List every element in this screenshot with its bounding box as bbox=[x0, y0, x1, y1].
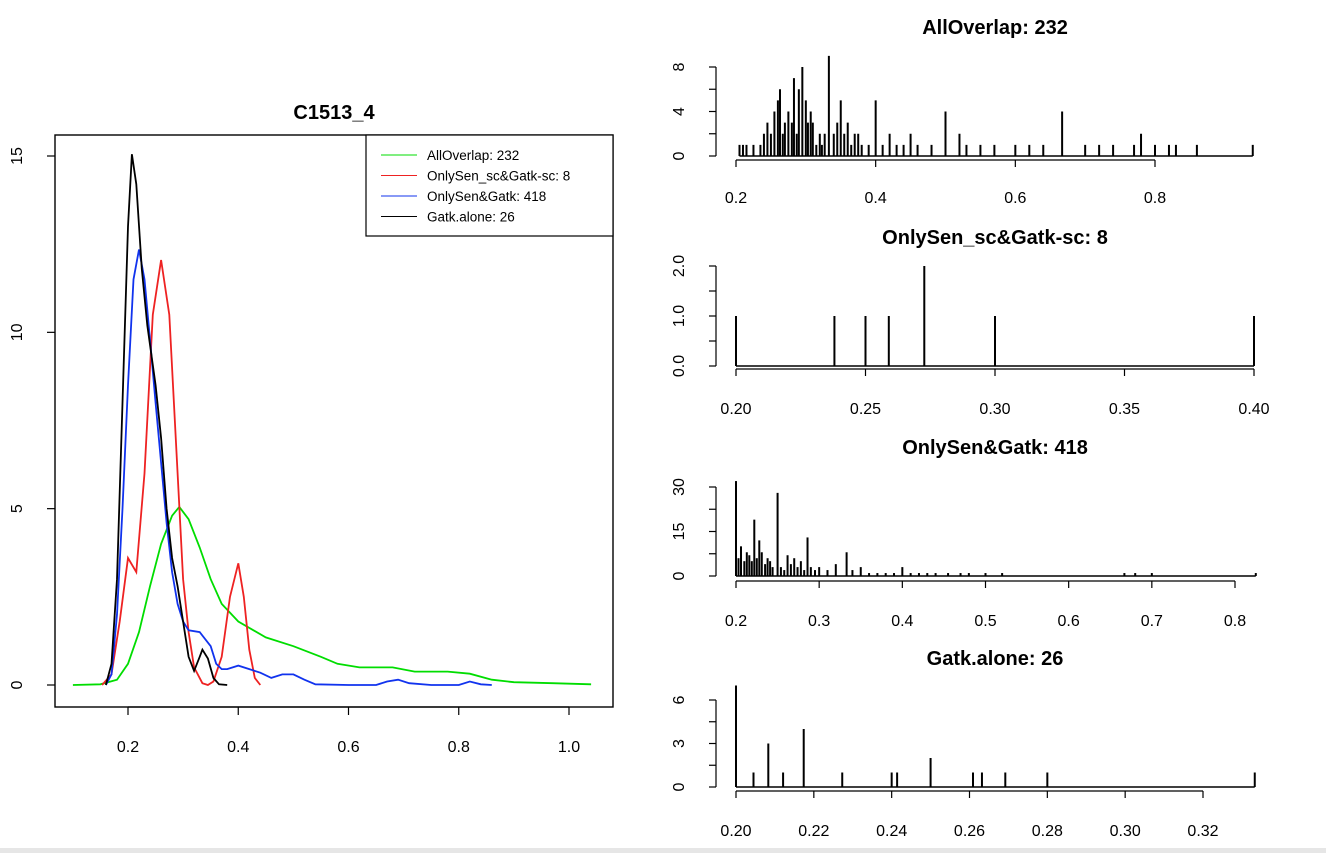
y-tick-label: 2.0 bbox=[671, 255, 688, 277]
density-line-0 bbox=[72, 505, 592, 686]
chart-title: AllOverlap: 232 bbox=[922, 17, 1068, 39]
y-tick-label: 0.0 bbox=[671, 355, 688, 377]
x-tick-label: 0.40 bbox=[1238, 401, 1269, 418]
x-tick-label: 0.28 bbox=[1032, 823, 1063, 840]
chart-title: OnlySen_sc&Gatk-sc: 8 bbox=[882, 227, 1108, 249]
y-tick-label: 0 bbox=[671, 151, 688, 160]
x-tick-label: 0.8 bbox=[448, 739, 470, 756]
x-tick-label: 0.2 bbox=[117, 739, 139, 756]
density-line-3 bbox=[105, 154, 228, 686]
y-tick-label: 30 bbox=[671, 478, 688, 496]
y-tick-label: 1.0 bbox=[671, 305, 688, 327]
legend-label: AllOverlap: 232 bbox=[427, 148, 519, 163]
x-tick-label: 0.4 bbox=[891, 613, 913, 630]
legend-box bbox=[365, 134, 614, 237]
density-line-1 bbox=[101, 259, 262, 686]
legend-label: Gatk.alone: 26 bbox=[427, 210, 515, 225]
x-tick-label: 0.30 bbox=[1110, 823, 1141, 840]
y-tick-label: 4 bbox=[671, 107, 688, 116]
y-tick-label: 0 bbox=[671, 782, 688, 791]
x-tick-label: 0.3 bbox=[808, 613, 830, 630]
x-tick-label: 0.22 bbox=[798, 823, 829, 840]
bar-chart-4: Gatk.alone: 26 0.20 0.22 0.24 0.26 0.28 0.30 0.… bbox=[671, 648, 1256, 840]
chart-title: Gatk.alone: 26 bbox=[927, 648, 1064, 670]
bar-chart-1: AllOverlap: 232 0.2 0.4 0.6 0.8 0 4 8 bbox=[671, 17, 1254, 207]
bar-chart-3: OnlySen&Gatk: 418 0.2 0.3 0.4 0.5 0.6 0.7 0.8 0 1… bbox=[671, 437, 1257, 630]
x-tick-label: 0.6 bbox=[337, 739, 359, 756]
x-tick-label: 0.24 bbox=[876, 823, 907, 840]
density-chart: C1513_4 0.2 0.4 0.6 0.8 1.0 0 5 10 15 AllOverlap: … bbox=[9, 102, 614, 756]
legend-label: OnlySen_sc&Gatk-sc: 8 bbox=[427, 169, 570, 184]
legend: AllOverlap: 232 OnlySen_sc&Gatk-sc: 8 Only… bbox=[365, 134, 614, 237]
x-tick-label: 0.8 bbox=[1224, 613, 1246, 630]
x-tick-label: 0.8 bbox=[1144, 190, 1166, 207]
x-tick-label: 0.4 bbox=[227, 739, 249, 756]
y-tick-label: 15 bbox=[671, 523, 688, 541]
y-tick-label: 8 bbox=[671, 62, 688, 71]
y-tick-label: 15 bbox=[9, 147, 26, 165]
bar-chart-2: OnlySen_sc&Gatk-sc: 8 0.20 0.25 0.30 0.35 0.4… bbox=[671, 227, 1270, 418]
chart-title: OnlySen&Gatk: 418 bbox=[902, 437, 1088, 459]
x-tick-label: 0.6 bbox=[1058, 613, 1080, 630]
x-tick-label: 0.4 bbox=[865, 190, 887, 207]
legend-label: OnlySen&Gatk: 418 bbox=[427, 189, 546, 204]
y-tick-label: 10 bbox=[9, 323, 26, 341]
x-tick-label: 0.30 bbox=[979, 401, 1010, 418]
y-tick-label: 3 bbox=[671, 739, 688, 748]
x-tick-label: 0.2 bbox=[725, 613, 747, 630]
y-tick-label: 5 bbox=[9, 504, 26, 513]
y-tick-label: 0 bbox=[9, 680, 26, 689]
x-tick-label: 0.20 bbox=[720, 401, 751, 418]
x-tick-label: 0.35 bbox=[1109, 401, 1140, 418]
x-tick-label: 0.5 bbox=[974, 613, 996, 630]
x-tick-label: 0.32 bbox=[1187, 823, 1218, 840]
x-tick-label: 0.26 bbox=[954, 823, 985, 840]
x-tick-label: 0.7 bbox=[1141, 613, 1163, 630]
x-tick-label: 1.0 bbox=[558, 739, 580, 756]
x-tick-label: 0.20 bbox=[720, 823, 751, 840]
x-tick-label: 0.2 bbox=[725, 190, 747, 207]
y-tick-label: 0 bbox=[671, 571, 688, 580]
chart-title: C1513_4 bbox=[293, 102, 375, 124]
x-tick-label: 0.6 bbox=[1004, 190, 1026, 207]
x-tick-label: 0.25 bbox=[850, 401, 881, 418]
y-tick-label: 6 bbox=[671, 695, 688, 704]
